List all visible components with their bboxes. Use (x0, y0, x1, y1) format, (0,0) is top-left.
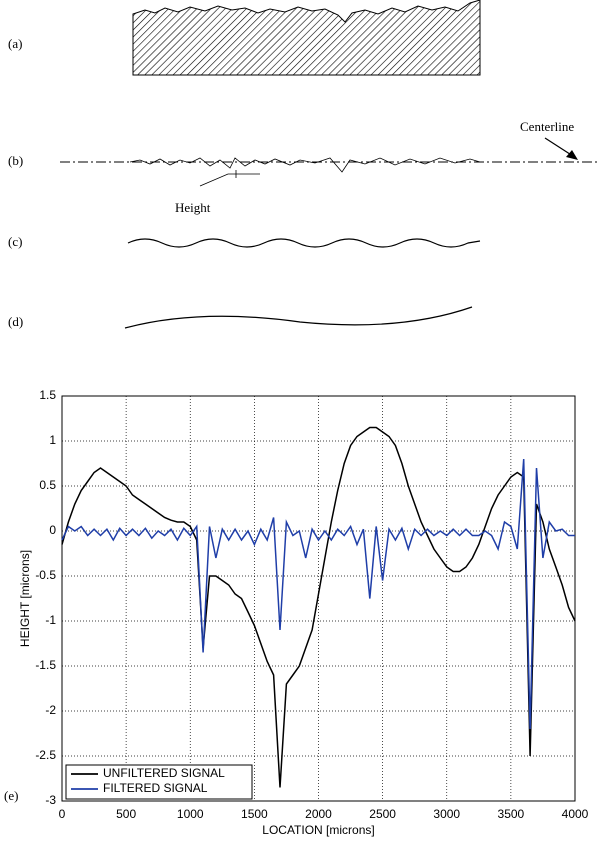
x-tick-label: 1000 (177, 807, 204, 821)
legend-box (65, 764, 253, 800)
x-tick-label: 0 (59, 807, 66, 821)
y-tick-label: -2 (45, 703, 56, 717)
y-tick-label: -1 (45, 613, 56, 627)
y-tick-label: 0.5 (39, 478, 56, 492)
legend-label: FILTERED SIGNAL (103, 781, 208, 795)
y-tick-label: -0.5 (35, 568, 56, 582)
y-tick-label: -3 (45, 793, 56, 807)
panel-label: (a) (8, 36, 22, 51)
height-label: Height (175, 200, 211, 215)
chart: -3 -2.5 -2 -1.5 -1 -0.5 0 0.5 1 1.5 0 500 1000 1500 20… (18, 388, 588, 837)
y-tick-label: 0 (49, 523, 56, 537)
x-tick-label: 2500 (369, 807, 396, 821)
arrow-head (566, 150, 578, 160)
panel-label: (d) (8, 314, 23, 329)
panel-label: (e) (4, 788, 18, 803)
y-axis-label: HEIGHT [microns] (18, 550, 32, 647)
height-leader (199, 170, 260, 187)
panel-label: (c) (8, 234, 22, 249)
panel-label: (b) (8, 153, 23, 168)
x-tick-label: 2000 (305, 807, 332, 821)
x-tick-label: 4000 (562, 807, 589, 821)
y-tick-label: 1 (49, 433, 56, 447)
x-tick-label: 3500 (498, 807, 525, 821)
hatched-profile (132, 0, 481, 76)
y-tick-label: -2.5 (35, 748, 56, 762)
form-profile (124, 306, 473, 329)
waviness-profile (127, 238, 481, 248)
x-tick-label: 1500 (241, 807, 268, 821)
x-tick-label: 3000 (433, 807, 460, 821)
plot-frame (61, 395, 576, 802)
x-axis-label: LOCATION [microns] (262, 823, 374, 837)
y-tick-label: -1.5 (35, 658, 56, 672)
centerline-label: Centerline (520, 119, 574, 134)
x-tick-label: 500 (116, 807, 136, 821)
y-tick-label: 1.5 (39, 388, 56, 402)
rough-profile (129, 157, 481, 173)
series-line (61, 426, 576, 788)
legend-label: UNFILTERED SIGNAL (103, 766, 225, 780)
series-line (61, 458, 575, 730)
